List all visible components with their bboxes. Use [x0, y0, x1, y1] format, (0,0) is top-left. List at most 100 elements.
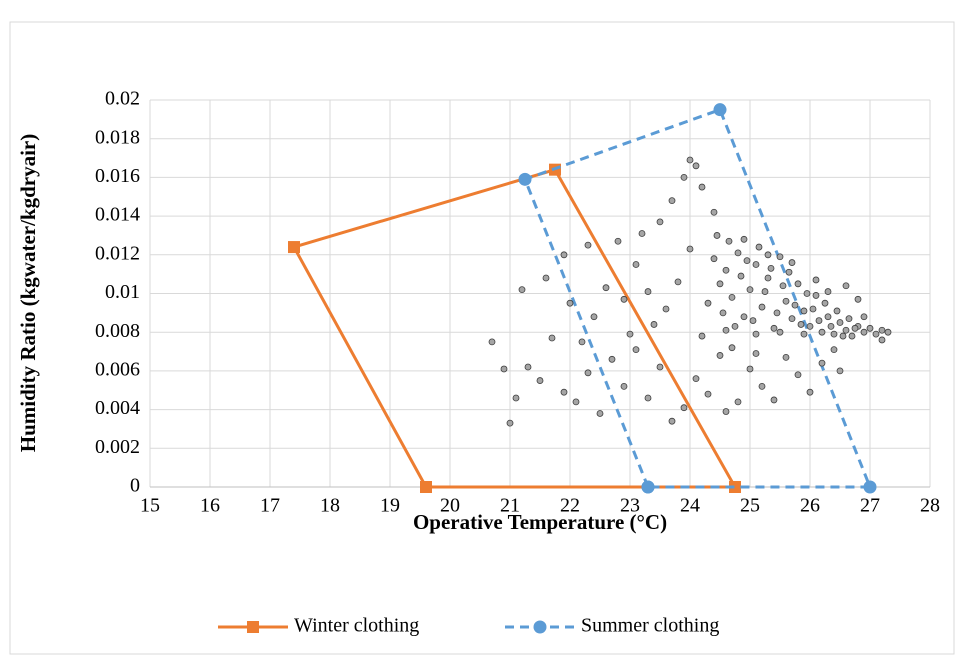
scatter-point: [848, 332, 856, 340]
scatter-point: [626, 330, 634, 338]
legend-marker: [247, 621, 259, 633]
scatter-point: [836, 319, 844, 326]
y-tick-label: 0.004: [95, 397, 140, 419]
scatter-point: [770, 324, 778, 332]
scatter-point: [755, 243, 763, 251]
scatter-point: [818, 359, 826, 367]
scatter-point: [785, 268, 793, 276]
scatter-point: [638, 230, 646, 237]
scatter-point: [830, 346, 838, 354]
scatter-point: [644, 394, 652, 402]
scatter-point: [692, 162, 700, 170]
chart-frame: [9, 21, 955, 655]
scatter-point: [518, 286, 526, 294]
legend-label: Winter clothing: [294, 615, 419, 637]
scatter-point: [851, 324, 859, 332]
line-marker: [729, 481, 741, 493]
scatter-point: [734, 398, 742, 406]
scatter-point: [716, 280, 724, 288]
scatter-point: [842, 326, 850, 334]
scatter-point: [632, 346, 640, 354]
scatter-point: [746, 365, 754, 373]
line-marker: [420, 481, 432, 493]
scatter-point: [560, 251, 568, 259]
scatter-point: [776, 328, 784, 336]
line-marker: [288, 241, 300, 254]
scatter-point: [827, 322, 835, 330]
scatter-point: [779, 282, 787, 290]
scatter-point: [836, 367, 844, 375]
scatter-point: [572, 398, 580, 406]
legend-marker: [533, 620, 547, 634]
scatter-point: [620, 382, 628, 390]
scatter-point: [752, 350, 760, 357]
scatter-point: [740, 235, 748, 243]
scatter-point: [674, 278, 682, 286]
scatter-point: [542, 274, 550, 282]
scatter-point: [728, 344, 736, 352]
scatter-point: [620, 295, 628, 303]
scatter-point: [749, 317, 757, 324]
scatter-point: [548, 334, 556, 342]
scatter-point: [680, 404, 688, 412]
scatter-point: [704, 299, 712, 307]
scatter-point: [806, 322, 814, 330]
scatter-point: [821, 299, 829, 307]
scatter-point: [878, 336, 886, 344]
scatter-point: [722, 408, 730, 415]
scatter-point: [584, 369, 592, 377]
scatter-point: [782, 353, 790, 361]
scatter-point: [596, 410, 604, 417]
scatter-point: [680, 173, 688, 181]
scatter-point: [878, 326, 886, 334]
x-tick-label: 24: [680, 495, 700, 517]
y-axis-title: Humidity Ratio (kgwater/kgdryair): [16, 134, 40, 452]
x-tick-label: 22: [560, 495, 580, 517]
scatter-point: [584, 241, 592, 249]
scatter-point: [854, 295, 862, 303]
scatter-point: [524, 363, 532, 371]
scatter-point: [731, 322, 739, 330]
scatter-point: [728, 293, 736, 301]
scatter-point: [767, 264, 775, 272]
scatter-point: [692, 375, 700, 383]
x-tick-label: 26: [800, 495, 820, 517]
y-tick-label: 0.008: [95, 320, 140, 342]
x-tick-label: 20: [440, 495, 460, 517]
scatter-point: [824, 288, 832, 295]
scatter-point: [656, 218, 664, 226]
scatter-point: [500, 365, 508, 373]
scatter-point: [815, 317, 823, 324]
x-tick-label: 27: [860, 495, 880, 517]
scatter-point: [872, 330, 880, 338]
scatter-point: [764, 274, 772, 282]
y-tick-label: 0.016: [95, 165, 140, 187]
scatter-point: [818, 328, 826, 336]
scatter-point: [566, 299, 574, 307]
scatter-point: [776, 253, 784, 261]
scatter-point: [590, 313, 598, 321]
y-tick-label: 0.002: [95, 436, 140, 458]
scatter-point: [833, 307, 841, 315]
scatter-point: [512, 394, 520, 402]
scatter-point: [752, 330, 760, 338]
scatter-point: [578, 338, 586, 346]
scatter-point: [764, 251, 772, 259]
x-axis-title: Operative Temperature (°C): [413, 510, 667, 534]
x-tick-label: 21: [500, 495, 520, 517]
legend-label: Summer clothing: [581, 615, 719, 637]
scatter-point: [704, 390, 712, 398]
scatter-point: [770, 396, 778, 404]
scatter-point: [794, 371, 802, 379]
scatter-point: [788, 259, 796, 266]
x-tick-label: 25: [740, 495, 760, 517]
scatter-point: [782, 297, 790, 305]
scatter-point: [608, 355, 616, 363]
line-marker: [713, 103, 727, 117]
scatter-point: [734, 249, 742, 257]
scatter-point: [506, 419, 514, 427]
scatter-point: [722, 326, 730, 334]
scatter-point: [758, 303, 766, 311]
line-marker: [518, 172, 532, 186]
